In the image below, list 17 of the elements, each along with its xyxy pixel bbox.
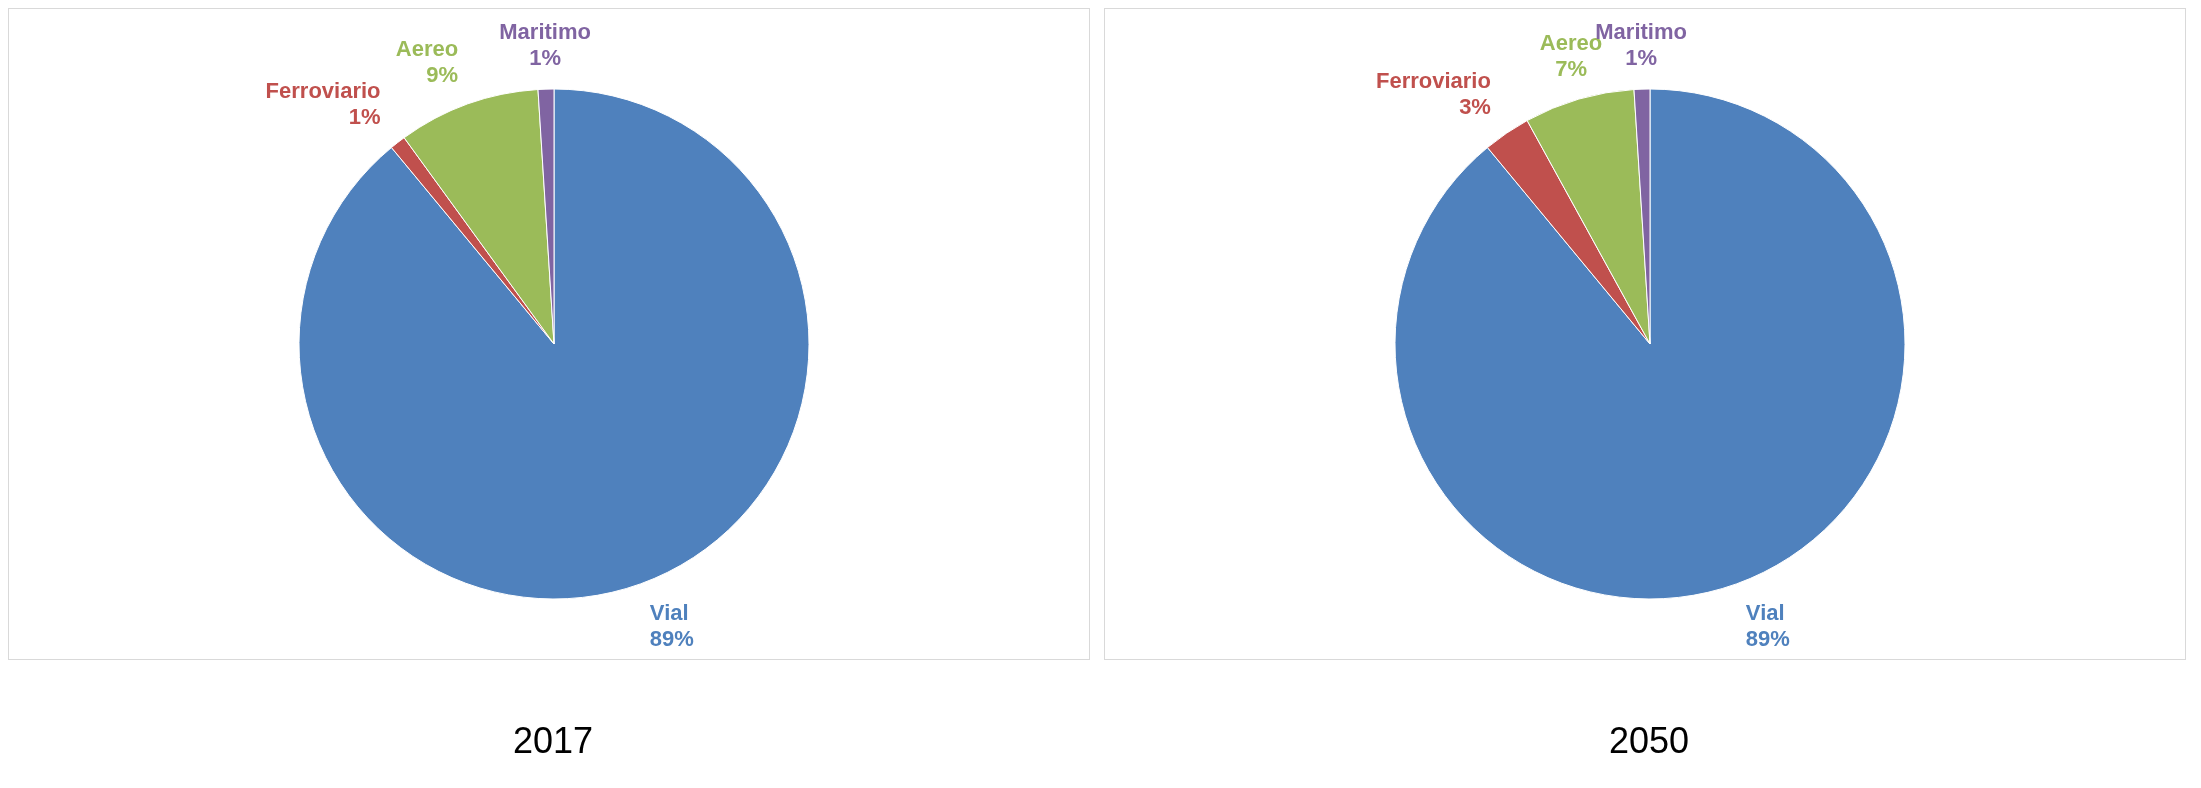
data-label: 7% bbox=[1555, 56, 1587, 82]
text: 2017 bbox=[511, 720, 595, 762]
text: 2050 bbox=[1607, 720, 1691, 762]
data-label: 89% bbox=[649, 626, 694, 652]
data-label: 1% bbox=[348, 104, 381, 130]
slice-label: Vial bbox=[649, 600, 689, 626]
data-label: 1% bbox=[1625, 45, 1658, 71]
slice-label: Vial bbox=[1745, 600, 1785, 626]
data-label: 9% bbox=[426, 61, 459, 87]
data-label: 1% bbox=[529, 45, 562, 71]
slice-label: Ferroviario bbox=[265, 78, 381, 104]
data-label: 3% bbox=[1459, 93, 1491, 119]
data-label: 89% bbox=[1745, 626, 1790, 652]
slice-label: Aereo bbox=[395, 35, 459, 61]
slice-label: Ferroviario bbox=[1375, 67, 1491, 93]
slice-label: Maritimo bbox=[499, 19, 591, 45]
pie-slice bbox=[1394, 88, 1906, 600]
